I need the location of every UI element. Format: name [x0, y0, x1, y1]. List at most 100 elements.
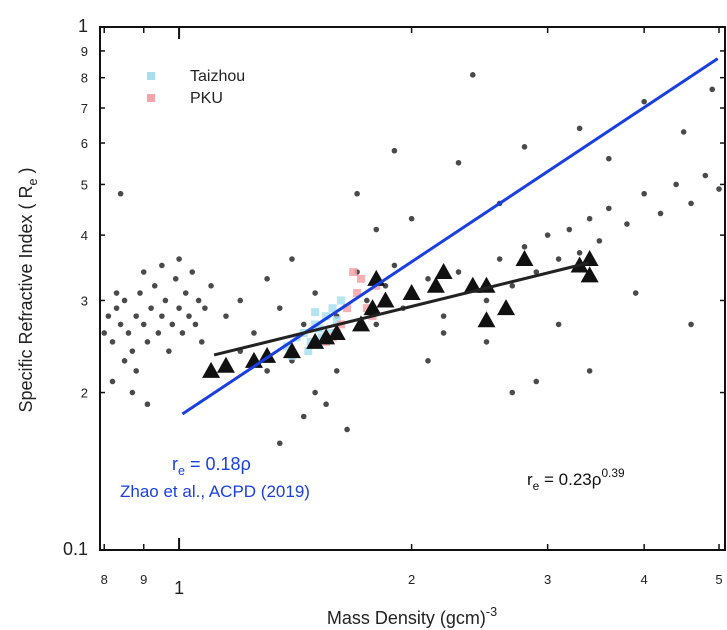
- point: [344, 426, 350, 433]
- point: [159, 313, 165, 319]
- point: [326, 328, 335, 337]
- fit-line: [213, 261, 590, 357]
- point: [533, 269, 540, 275]
- point: [312, 389, 318, 396]
- point: [223, 313, 229, 319]
- point: [533, 378, 540, 385]
- x-tick-label: 1: [174, 578, 184, 598]
- point: [113, 305, 120, 311]
- point: [521, 144, 528, 150]
- point: [354, 190, 360, 197]
- y-axis-label: Specific Refractive Index ( Re ): [16, 167, 40, 412]
- point: [555, 256, 562, 262]
- point: [251, 330, 257, 336]
- point: [179, 330, 186, 336]
- annotation-text: Zhao et al., ACPD (2019): [120, 482, 310, 501]
- point: [373, 321, 380, 328]
- point: [304, 347, 313, 356]
- point: [159, 262, 165, 269]
- point: [483, 339, 490, 345]
- point: [576, 125, 583, 132]
- plot-frame: [99, 26, 726, 551]
- point: [258, 346, 277, 363]
- x-axis-label-text: Mass Density (gcm: [327, 608, 480, 628]
- point: [515, 250, 534, 267]
- point: [162, 297, 169, 304]
- point: [186, 313, 192, 319]
- annotation-text: = 0.18ρ: [185, 454, 251, 474]
- point: [237, 297, 244, 304]
- x-tick-label: 2: [408, 572, 415, 587]
- point: [425, 358, 431, 364]
- y-tick-label: 5: [81, 177, 88, 192]
- x-axis-label-text: ): [480, 608, 486, 628]
- x-axis-label-sup: -3: [486, 605, 497, 619]
- point: [125, 330, 132, 336]
- point: [140, 321, 147, 328]
- legend-swatch: [147, 72, 155, 80]
- point: [373, 226, 380, 233]
- point: [306, 332, 325, 349]
- point: [352, 315, 371, 332]
- fit-line: [181, 57, 719, 416]
- point: [680, 129, 687, 135]
- point: [129, 389, 136, 396]
- point: [192, 321, 199, 328]
- point: [364, 297, 370, 304]
- point: [121, 297, 128, 304]
- annotation-text: r: [172, 454, 178, 474]
- annotation-sub: e: [178, 464, 185, 478]
- point: [117, 190, 124, 197]
- point: [509, 389, 516, 396]
- point: [336, 296, 345, 305]
- point: [317, 328, 336, 345]
- point: [151, 283, 158, 289]
- point: [144, 401, 151, 408]
- y-tick-label: 0.1: [63, 539, 88, 559]
- point: [155, 330, 162, 336]
- point: [357, 274, 366, 283]
- point: [133, 313, 139, 319]
- point: [144, 339, 151, 345]
- point: [300, 321, 307, 328]
- point: [202, 305, 208, 311]
- y-tick-label: 8: [81, 71, 88, 86]
- annotation: Zhao et al., ACPD (2019): [120, 482, 310, 501]
- point: [276, 305, 283, 311]
- point: [367, 269, 386, 286]
- point: [198, 339, 205, 345]
- annotation-sub: e: [533, 479, 540, 493]
- point: [328, 304, 337, 313]
- point: [586, 368, 593, 374]
- y-axis-label-group: Specific Refractive Index ( Re ): [16, 167, 40, 412]
- point: [555, 321, 562, 328]
- point: [641, 98, 647, 105]
- y-tick-label: 6: [81, 136, 88, 151]
- point: [349, 268, 358, 277]
- point: [121, 358, 128, 364]
- point: [477, 311, 496, 328]
- point: [709, 86, 716, 93]
- x-tick-label: 4: [641, 572, 648, 587]
- x-tick-label: 9: [140, 572, 147, 587]
- point: [440, 330, 447, 336]
- point: [408, 215, 415, 222]
- point: [521, 243, 528, 250]
- point: [469, 72, 476, 78]
- point: [117, 321, 124, 328]
- point: [172, 276, 179, 282]
- point: [283, 342, 292, 351]
- point: [440, 313, 447, 319]
- point: [182, 290, 189, 296]
- point: [580, 250, 599, 267]
- point: [425, 276, 431, 282]
- point: [109, 339, 116, 345]
- point: [641, 190, 647, 197]
- legend-label: Taizhou: [190, 68, 245, 85]
- point: [109, 378, 116, 385]
- point: [606, 205, 612, 212]
- point: [133, 368, 139, 374]
- y-tick-label: 7: [81, 101, 88, 116]
- point: [264, 276, 270, 282]
- point: [434, 263, 453, 280]
